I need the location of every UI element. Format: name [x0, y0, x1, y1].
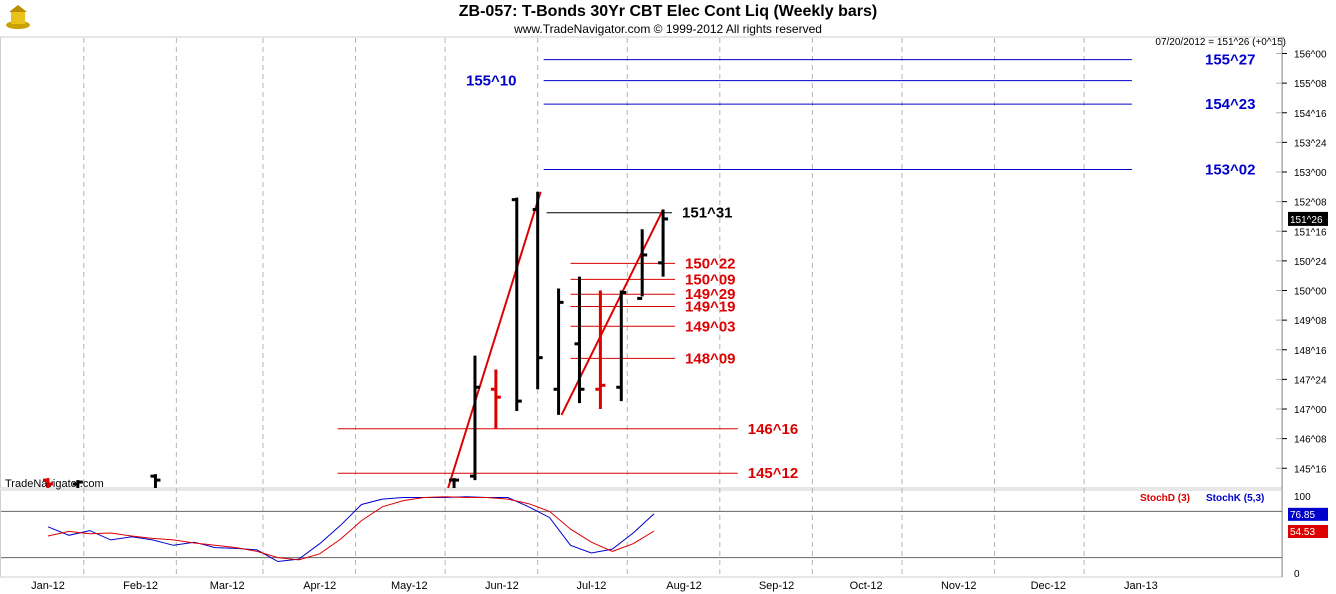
trend-line: [447, 191, 542, 489]
x-tick-label: Dec-12: [1031, 580, 1066, 592]
y-tick-label: 155^08: [1294, 79, 1327, 90]
y-tick-label: 150^24: [1294, 257, 1327, 268]
y-tick-label: 150^00: [1294, 287, 1327, 298]
last-price-label: 151^26: [1290, 215, 1323, 226]
stochastic-series-line: [47, 496, 655, 563]
price-bar: [449, 478, 460, 488]
price-bar: [574, 276, 585, 404]
x-tick-label: Jan-13: [1124, 580, 1158, 592]
level-label: 150^09: [685, 271, 735, 288]
trend-line: [560, 209, 664, 416]
y-tick-label: 154^16: [1294, 109, 1327, 120]
stoch-k-value-box: [1288, 507, 1328, 521]
stochastic-y-tick-label: 100: [1294, 492, 1311, 503]
level-label: 155^10: [466, 73, 516, 90]
y-tick-label: 146^08: [1294, 435, 1327, 446]
level-label: 149^03: [685, 318, 735, 335]
y-tick-label: 153^24: [1294, 138, 1327, 149]
price-bar: [490, 369, 501, 429]
stochastic-panel-frame: [0, 489, 1283, 578]
x-tick-label: Oct-12: [850, 580, 883, 592]
legend-stoch-k: StochK (5,3): [1206, 493, 1264, 504]
y-tick-label: 151^16: [1294, 227, 1327, 238]
y-tick-label: 152^08: [1294, 198, 1327, 209]
y-tick-label: 147^00: [1294, 405, 1327, 416]
x-tick-label: Jul-12: [576, 580, 606, 592]
price-bar: [72, 480, 83, 488]
y-tick-label: 148^16: [1294, 346, 1327, 357]
level-label: 145^12: [748, 465, 798, 482]
level-label: 154^23: [1205, 96, 1255, 113]
price-bar: [42, 478, 53, 488]
x-tick-label: May-12: [391, 580, 428, 592]
y-tick-label: 147^24: [1294, 375, 1327, 386]
y-tick-label: 153^00: [1294, 168, 1327, 179]
stoch-d-value-box: [1288, 525, 1328, 539]
x-tick-label: Jun-12: [485, 580, 519, 592]
level-label: 146^16: [748, 421, 798, 438]
last-price-box: [1288, 211, 1328, 226]
stoch-d-value-label: 54.53: [1290, 527, 1315, 538]
price-bar: [637, 229, 648, 300]
price-bar: [658, 209, 669, 277]
x-tick-label: Aug-12: [666, 580, 701, 592]
legend-stoch-d: StochD (3): [1140, 493, 1190, 504]
y-tick-label: 156^00: [1294, 50, 1327, 61]
stoch-k-value-label: 76.85: [1290, 510, 1315, 521]
x-tick-label: Jan-12: [31, 580, 65, 592]
x-tick-label: Feb-12: [123, 580, 158, 592]
price-bar: [511, 197, 522, 411]
price-bar: [532, 191, 543, 390]
logo-icon: [4, 2, 32, 30]
stochastic-y-tick-label: 0: [1294, 569, 1300, 580]
price-bar: [595, 290, 606, 410]
watermark-text: TradeNavigator.com: [5, 478, 104, 490]
stochastic-series-line: [47, 496, 655, 561]
price-bar: [150, 474, 161, 488]
price-bar: [616, 290, 627, 402]
x-tick-label: Apr-12: [303, 580, 336, 592]
y-tick-label: 145^16: [1294, 464, 1327, 475]
x-tick-label: Sep-12: [759, 580, 794, 592]
x-tick-label: Nov-12: [941, 580, 976, 592]
y-tick-label: 149^08: [1294, 316, 1327, 327]
level-label: 155^27: [1205, 52, 1255, 69]
chart-title: ZB-057: T-Bonds 30Yr CBT Elec Cont Liq (…: [458, 3, 878, 20]
level-label: 149^19: [685, 299, 735, 316]
level-label: 153^02: [1205, 162, 1255, 179]
level-label: 149^29: [685, 286, 735, 303]
level-label: 151^31: [682, 205, 732, 222]
price-readout: 07/20/2012 = 151^26 (+0^15): [1155, 37, 1286, 48]
copyright-text: www.TradeNavigator.com © 1999-2012 All r…: [514, 22, 822, 36]
price-bar: [469, 355, 480, 481]
level-label: 150^22: [685, 255, 735, 272]
level-label: 148^09: [685, 350, 735, 367]
price-bar: [553, 288, 564, 415]
x-tick-label: Mar-12: [210, 580, 245, 592]
